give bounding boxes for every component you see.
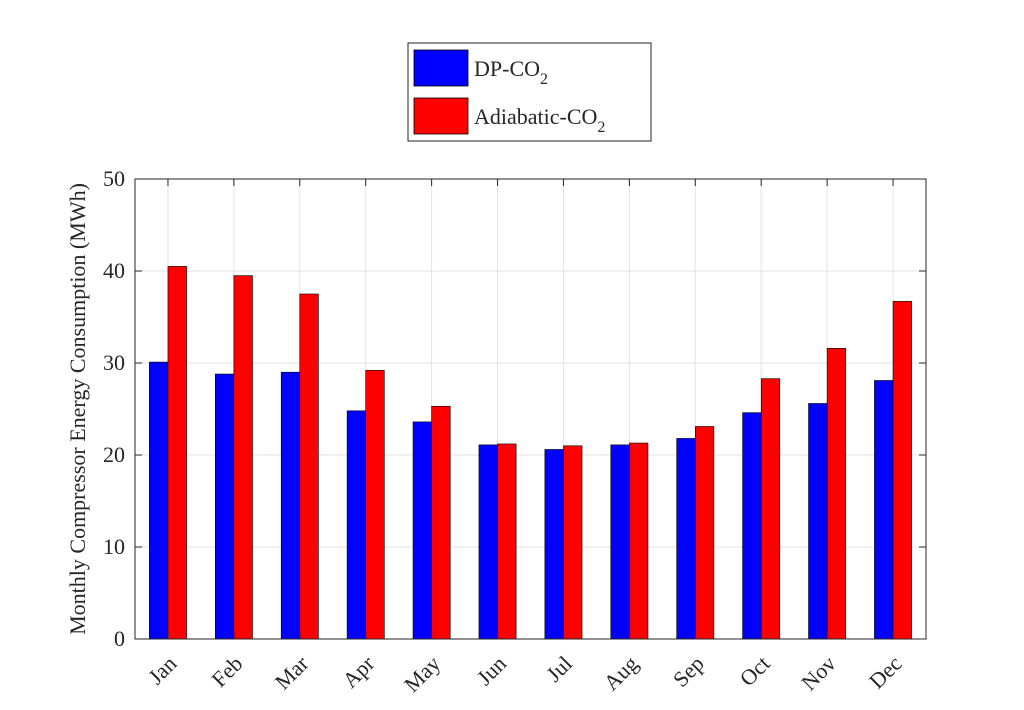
- bar-adiabatic-co2-feb: [233, 275, 253, 640]
- bar-dp-co2-nov: [808, 403, 828, 640]
- y-tick-label: 50: [103, 166, 125, 191]
- y-tick-label: 20: [103, 442, 125, 467]
- y-tick-label: 30: [103, 350, 125, 375]
- bar-adiabatic-co2-sep: [694, 426, 715, 640]
- bar-adiabatic-co2-dec: [892, 301, 912, 640]
- x-tick-label: Jul: [541, 651, 577, 687]
- y-tick-label: 0: [114, 626, 125, 651]
- y-tick-label: 40: [103, 258, 125, 283]
- legend-label-text: DP-CO: [474, 56, 540, 81]
- bar-dp-co2-jul: [544, 449, 564, 640]
- bar-dp-co2-aug: [610, 444, 630, 640]
- bar-dp-co2-oct: [742, 412, 762, 640]
- bar-dp-co2-may: [412, 421, 432, 640]
- y-tick-label: 10: [103, 534, 125, 559]
- legend-swatch-dp-co2: [413, 49, 469, 87]
- x-tick-label: Jan: [143, 651, 181, 689]
- legend-label-adiabatic-co2: Adiabatic-CO2: [474, 104, 605, 136]
- bar-adiabatic-co2-apr: [365, 370, 385, 640]
- bar-dp-co2-feb: [214, 373, 235, 640]
- bar-adiabatic-co2-jun: [497, 443, 517, 640]
- x-axis: Jan Feb Mar Apr May Jun Jul Aug Sep Oct Nov Dec: [143, 179, 907, 697]
- x-tick-label: Dec: [864, 651, 907, 694]
- bar-dp-co2-apr: [346, 410, 367, 640]
- legend-swatch-adiabatic-co2: [413, 97, 469, 135]
- grid-lines: [135, 179, 926, 639]
- bar-adiabatic-co2-jan: [167, 266, 187, 640]
- bars: [149, 266, 912, 640]
- x-tick-label: Sep: [668, 651, 709, 692]
- x-tick-label: Oct: [735, 651, 775, 691]
- bar-dp-co2-jun: [478, 444, 498, 640]
- x-tick-label: Apr: [337, 650, 379, 692]
- y-axis-label: Monthly Compressor Energy Consumption (M…: [65, 183, 90, 635]
- bar-dp-co2-mar: [280, 371, 301, 640]
- x-tick-label: Jun: [472, 651, 511, 690]
- bar-adiabatic-co2-mar: [299, 293, 319, 640]
- legend-label-text: Adiabatic-CO: [474, 104, 597, 129]
- x-tick-label: Nov: [796, 651, 840, 695]
- bar-adiabatic-co2-jul: [563, 445, 583, 640]
- bar-dp-co2-jan: [149, 361, 169, 640]
- y-axis: 0 10 20 30 40 50: [103, 166, 926, 651]
- x-tick-label: May: [399, 651, 445, 697]
- legend-label-dp-co2: DP-CO2: [474, 56, 548, 88]
- legend-label-subscript: 2: [540, 71, 548, 88]
- bar-adiabatic-co2-oct: [760, 378, 781, 640]
- bar-adiabatic-co2-aug: [629, 442, 649, 640]
- bar-dp-co2-dec: [874, 380, 894, 640]
- x-tick-label: Mar: [270, 650, 314, 694]
- x-tick-label: Feb: [206, 651, 247, 692]
- bar-adiabatic-co2-nov: [826, 347, 847, 640]
- plot-area-frame: [134, 178, 927, 640]
- bar-dp-co2-sep: [676, 438, 696, 640]
- x-tick-label: Aug: [598, 651, 642, 695]
- legend-label-subscript: 2: [597, 119, 605, 136]
- bar-adiabatic-co2-may: [431, 405, 451, 640]
